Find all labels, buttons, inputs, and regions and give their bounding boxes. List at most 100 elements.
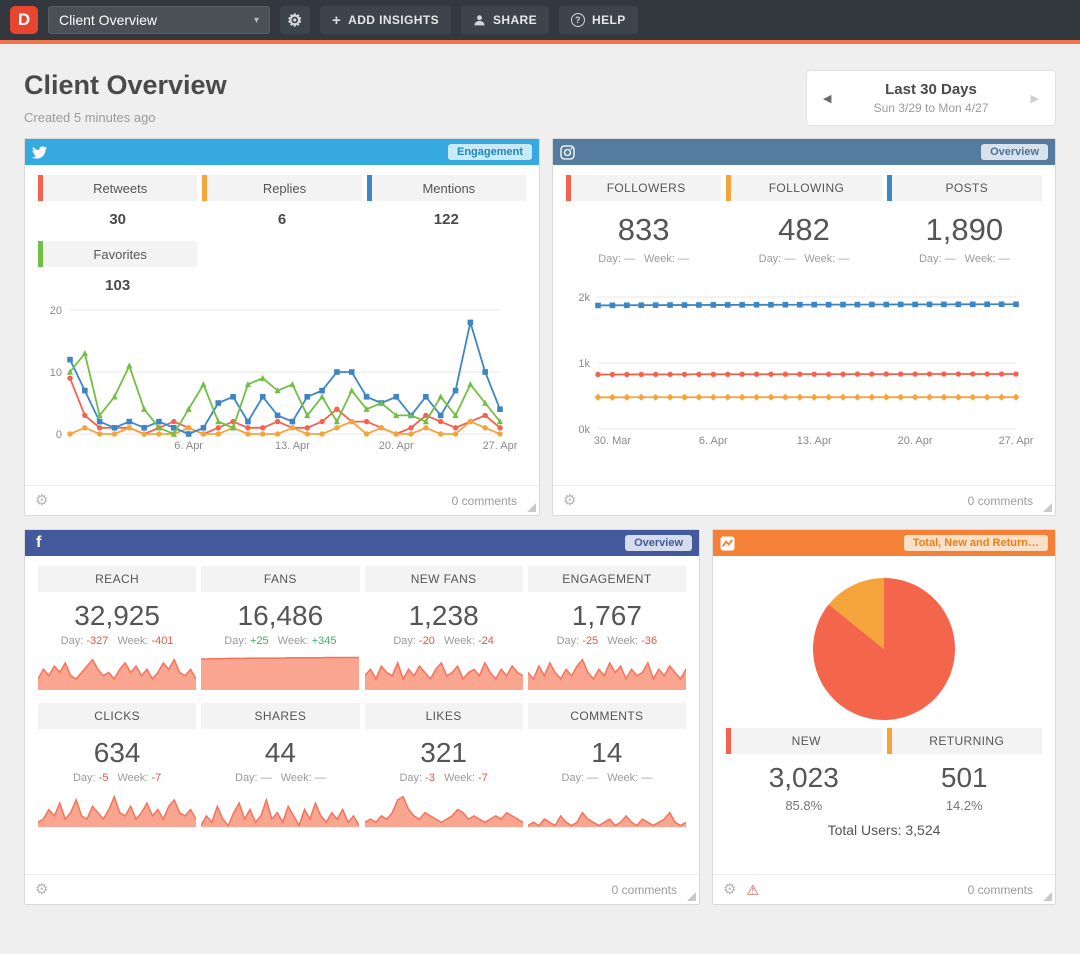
svg-text:13. Apr: 13. Apr <box>797 435 832 447</box>
facebook-widget: f Overview REACH 32,925 Day: -327 Week: -… <box>24 529 700 905</box>
twitter-widget: Engagement Retweets 30 Replies 6 Mention… <box>24 138 540 516</box>
instagram-widget-badge[interactable]: Overview <box>981 144 1048 160</box>
dashboard-selector-label: Client Overview <box>59 12 158 28</box>
analytics-icon <box>720 535 735 551</box>
svg-text:27. Apr: 27. Apr <box>999 435 1034 447</box>
resize-handle[interactable] <box>1043 503 1052 512</box>
shares-sparkline <box>200 791 360 828</box>
help-label: HELP <box>592 13 626 27</box>
widget-settings-icon[interactable]: ⚙ <box>723 881 737 898</box>
stat-comments-value: 14 <box>591 737 623 768</box>
twitter-widget-badge[interactable]: Engagement <box>447 144 532 160</box>
stat-comments-label: COMMENTS <box>527 703 686 729</box>
day-label: Day: <box>72 772 96 784</box>
dashboard-settings-button[interactable]: ⚙ <box>280 6 310 34</box>
svg-text:20. Apr: 20. Apr <box>898 435 933 447</box>
page-title: Client Overview <box>24 70 227 100</box>
stat-replies-value: 6 <box>277 211 287 228</box>
facebook-widget-header[interactable]: f Overview <box>25 530 699 556</box>
day-delta: — <box>587 772 599 784</box>
stat-fans: FANS 16,486 Day: +25 Week: +345 <box>201 566 360 690</box>
instagram-stats: FOLLOWERS 833 Day: — Week: — FOLLOWING 48… <box>566 175 1042 265</box>
analytics-widget-header[interactable]: Total, New and Return… <box>713 530 1055 556</box>
resize-handle[interactable] <box>687 892 696 901</box>
week-delta: — <box>838 253 850 265</box>
week-delta: -401 <box>151 635 174 647</box>
app-logo[interactable]: D <box>10 6 38 34</box>
instagram-widget-header[interactable]: Overview <box>553 139 1055 165</box>
week-label: Week: <box>643 253 675 265</box>
page-subtitle: Created 5 minutes ago <box>24 110 156 125</box>
stat-posts-value: 1,890 <box>925 212 1004 247</box>
facebook-stats-row2: CLICKS 634 Day: -5 Week: -7 SHARES 44 Day… <box>37 703 687 828</box>
resize-handle[interactable] <box>527 503 536 512</box>
stat-retweets-label: Retweets <box>38 175 198 201</box>
stat-followers: FOLLOWERS 833 Day: — Week: — <box>566 175 722 265</box>
stat-returning-users-pct: 14.2% <box>945 798 983 813</box>
day-delta: -327 <box>86 635 109 647</box>
date-prev-button[interactable]: ◀ <box>819 88 835 109</box>
stat-retweets-value: 30 <box>109 211 126 228</box>
day-label: Day: <box>561 772 585 784</box>
stat-reach-label: REACH <box>38 566 197 592</box>
facebook-widget-badge[interactable]: Overview <box>625 535 692 551</box>
day-label: Day: <box>598 253 621 265</box>
stat-reach: REACH 32,925 Day: -327 Week: -401 <box>37 566 197 690</box>
twitter-stats: Retweets 30 Replies 6 Mentions 122 Favor… <box>38 175 526 302</box>
stat-returning-users: RETURNING 501 14.2% <box>886 728 1042 813</box>
date-range-picker[interactable]: ◀ Last 30 Days Sun 3/29 to Mon 4/27 ▶ <box>806 70 1056 126</box>
date-range-label: Last 30 Days <box>885 81 977 98</box>
day-delta: — <box>784 253 796 265</box>
stat-returning-users-label: RETURNING <box>886 728 1042 754</box>
twitter-comments-link[interactable]: 0 comments <box>451 493 517 508</box>
day-label: Day: <box>393 635 416 647</box>
analytics-comments-link[interactable]: 0 comments <box>967 882 1033 897</box>
twitter-engagement-chart: 0 10 20 6. Apr 13. Apr 20. Apr 27. Apr <box>38 302 526 452</box>
stat-followers-value: 833 <box>617 212 670 247</box>
help-icon: ? <box>571 13 585 27</box>
widget-settings-icon[interactable]: ⚙ <box>563 492 577 509</box>
week-delta: -7 <box>151 772 162 784</box>
topbar: D Client Overview ▾ ⚙ + ADD INSIGHTS SHA… <box>0 0 1080 40</box>
stat-engagement: ENGAGEMENT 1,767 Day: -25 Week: -36 <box>527 566 687 690</box>
week-label: Week: <box>117 635 149 647</box>
help-button[interactable]: ? HELP <box>559 6 638 34</box>
resize-handle[interactable] <box>1043 892 1052 901</box>
stat-new-users-pct: 85.8% <box>785 798 823 813</box>
add-insights-button[interactable]: + ADD INSIGHTS <box>320 6 451 34</box>
widget-settings-icon[interactable]: ⚙ <box>35 881 49 898</box>
analytics-widget: Total, New and Return… NEW 3,023 85.8% R… <box>712 529 1056 905</box>
instagram-comments-link[interactable]: 0 comments <box>967 493 1033 508</box>
gear-icon: ⚙ <box>287 10 303 30</box>
stat-new-users-label: NEW <box>726 728 882 754</box>
day-delta: -5 <box>98 772 109 784</box>
week-delta: — <box>678 253 690 265</box>
stat-posts-label: POSTS <box>886 175 1042 201</box>
stat-returning-users-value: 501 <box>940 762 988 793</box>
day-label: Day: <box>918 253 942 265</box>
dashboard-selector[interactable]: Client Overview ▾ <box>48 6 270 34</box>
svg-text:6. Apr: 6. Apr <box>699 435 728 447</box>
users-pie-chart <box>811 576 957 722</box>
person-icon <box>473 14 486 27</box>
share-button[interactable]: SHARE <box>460 6 549 34</box>
svg-text:6. Apr: 6. Apr <box>174 440 203 452</box>
widget-settings-icon[interactable]: ⚙ <box>35 492 49 509</box>
stat-likes: LIKES 321 Day: -3 Week: -7 <box>364 703 523 827</box>
day-delta: -3 <box>425 772 435 784</box>
date-next-button[interactable]: ▶ <box>1027 88 1043 109</box>
total-users: Total Users: 3,524 <box>827 822 941 838</box>
facebook-widget-footer: ⚙ 0 comments <box>25 874 699 904</box>
analytics-widget-footer: ⚙ ⚠ 0 comments <box>713 874 1055 904</box>
twitter-icon <box>32 145 47 160</box>
day-label: Day: <box>399 772 423 784</box>
instagram-icon <box>560 144 575 160</box>
week-label: Week: <box>277 635 309 647</box>
twitter-widget-footer: ⚙ 0 comments <box>25 485 539 515</box>
analytics-widget-badge[interactable]: Total, New and Return… <box>903 535 1048 551</box>
warning-icon[interactable]: ⚠ <box>746 881 760 898</box>
twitter-widget-header[interactable]: Engagement <box>25 139 539 165</box>
facebook-comments-link[interactable]: 0 comments <box>611 882 677 897</box>
svg-text:1k: 1k <box>578 358 590 370</box>
new-fans-sparkline <box>363 654 523 690</box>
